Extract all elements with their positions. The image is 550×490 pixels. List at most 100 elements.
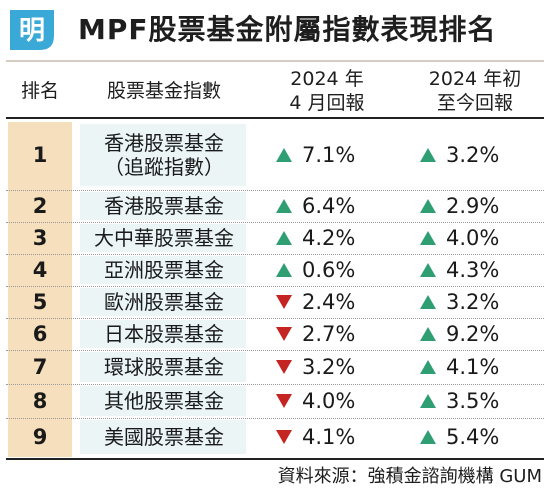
column-header-rank: 排名 bbox=[8, 66, 72, 116]
ytd-return-cell: 4.0% bbox=[408, 222, 550, 254]
table-row: 3 大中華股票基金 4.2% 4.0% bbox=[0, 222, 550, 254]
ytd-return-cell: 9.2% bbox=[408, 318, 550, 350]
logo-text: 明 bbox=[19, 16, 45, 46]
name-cell-background bbox=[80, 386, 246, 416]
down-triangle-icon bbox=[276, 327, 292, 341]
ytd-return-value: 5.4% bbox=[446, 425, 500, 449]
column-header-april-line2: 4 月回報 bbox=[289, 92, 365, 114]
column-header-rank-label: 排名 bbox=[20, 80, 59, 102]
rank-cell: 6 bbox=[32, 322, 48, 346]
row-divider bbox=[6, 286, 544, 287]
ytd-return-value: 9.2% bbox=[446, 322, 500, 346]
table-row: 2 香港股票基金 6.4% 2.9% bbox=[0, 190, 550, 222]
rank-column-background bbox=[8, 122, 72, 457]
table-row: 9 美國股票基金 4.1% 5.4% bbox=[0, 418, 550, 456]
april-return-cell: 0.6% bbox=[262, 254, 396, 286]
fund-name: 香港股票基金 bbox=[104, 194, 224, 218]
column-header-ytd: 2024 年初 至今回報 bbox=[405, 66, 545, 116]
down-triangle-icon bbox=[276, 360, 292, 374]
table-row: 6 日本股票基金 2.7% 9.2% bbox=[0, 318, 550, 350]
ytd-return-value: 3.2% bbox=[446, 290, 500, 314]
ytd-return-cell: 4.3% bbox=[408, 254, 550, 286]
page-title: MPF股票基金附屬指數表現排名 bbox=[78, 13, 497, 46]
ytd-return-cell: 3.2% bbox=[408, 122, 550, 188]
table-row: 8 其他股票基金 4.0% 3.5% bbox=[0, 384, 550, 418]
april-return-cell: 4.0% bbox=[262, 384, 396, 418]
name-cell-background bbox=[80, 256, 246, 284]
april-return-cell: 7.1% bbox=[262, 122, 396, 188]
ytd-return-value: 3.2% bbox=[446, 143, 500, 167]
up-triangle-icon bbox=[420, 327, 436, 341]
name-cell-background bbox=[80, 420, 246, 454]
table-bottom-divider bbox=[6, 458, 544, 460]
april-return-value: 7.1% bbox=[302, 143, 356, 167]
fund-name-cell: 大中華股票基金 bbox=[80, 222, 248, 254]
ytd-return-cell: 3.2% bbox=[408, 286, 550, 318]
fund-name: 其他股票基金 bbox=[104, 389, 224, 413]
april-return-cell: 3.2% bbox=[262, 350, 396, 384]
up-triangle-icon bbox=[420, 148, 436, 162]
ytd-return-cell: 5.4% bbox=[408, 418, 550, 456]
fund-name-cell: 歐洲股票基金 bbox=[80, 286, 248, 318]
rank-cell: 1 bbox=[32, 143, 48, 167]
ytd-return-value: 2.9% bbox=[446, 194, 500, 218]
row-divider bbox=[6, 222, 544, 223]
rank-cell: 2 bbox=[32, 194, 48, 218]
april-return-cell: 6.4% bbox=[262, 190, 396, 222]
newspaper-logo-icon: 明 bbox=[10, 10, 54, 50]
rank-cell: 5 bbox=[32, 290, 48, 314]
ytd-return-cell: 4.1% bbox=[408, 350, 550, 384]
header-divider bbox=[6, 117, 544, 119]
row-divider bbox=[6, 418, 544, 419]
name-cell-background bbox=[80, 124, 246, 186]
april-return-cell: 2.7% bbox=[262, 318, 396, 350]
fund-name: 香港股票基金 bbox=[104, 131, 224, 155]
title-divider bbox=[6, 60, 544, 62]
ytd-return-value: 4.0% bbox=[446, 226, 500, 250]
column-header-ytd-line2: 至今回報 bbox=[436, 92, 513, 114]
name-cell-background bbox=[80, 224, 246, 252]
column-header-ytd-line1: 2024 年初 bbox=[428, 68, 522, 90]
fund-name: 亞洲股票基金 bbox=[104, 258, 224, 282]
ytd-return-cell: 2.9% bbox=[408, 190, 550, 222]
up-triangle-icon bbox=[420, 263, 436, 277]
ytd-return-value: 4.3% bbox=[446, 258, 500, 282]
up-triangle-icon bbox=[420, 430, 436, 444]
april-return-value: 2.4% bbox=[302, 290, 356, 314]
rank-cell: 4 bbox=[32, 258, 48, 282]
fund-name-cell: 亞洲股票基金 bbox=[80, 254, 248, 286]
up-triangle-icon bbox=[420, 295, 436, 309]
up-triangle-icon bbox=[276, 148, 292, 162]
fund-name-cell: 日本股票基金 bbox=[80, 318, 248, 350]
fund-name: 日本股票基金 bbox=[104, 322, 224, 346]
column-header-april-line1: 2024 年 bbox=[290, 68, 364, 90]
fund-name-cell: 其他股票基金 bbox=[80, 384, 248, 418]
name-cell-background bbox=[80, 320, 246, 348]
row-divider bbox=[6, 350, 544, 351]
april-return-value: 2.7% bbox=[302, 322, 356, 346]
fund-name: 美國股票基金 bbox=[104, 425, 224, 449]
row-divider bbox=[6, 318, 544, 319]
april-return-cell: 2.4% bbox=[262, 286, 396, 318]
up-triangle-icon bbox=[420, 231, 436, 245]
table-row: 5 歐洲股票基金 2.4% 3.2% bbox=[0, 286, 550, 318]
fund-name: 歐洲股票基金 bbox=[104, 290, 224, 314]
april-return-value: 4.0% bbox=[302, 389, 356, 413]
ytd-return-value: 4.1% bbox=[446, 355, 500, 379]
fund-name-cell: 環球股票基金 bbox=[80, 350, 248, 384]
up-triangle-icon bbox=[276, 199, 292, 213]
april-return-value: 0.6% bbox=[302, 258, 356, 282]
rank-cell: 8 bbox=[32, 389, 48, 413]
fund-name-cell: 香港股票基金 （追蹤指數） bbox=[80, 122, 248, 188]
up-triangle-icon bbox=[420, 199, 436, 213]
name-cell-background bbox=[80, 192, 246, 220]
april-return-value: 4.1% bbox=[302, 425, 356, 449]
fund-name-cell: 美國股票基金 bbox=[80, 418, 248, 456]
row-divider bbox=[6, 190, 544, 191]
down-triangle-icon bbox=[276, 394, 292, 408]
table-row: 7 環球股票基金 3.2% 4.1% bbox=[0, 350, 550, 384]
name-cell-background bbox=[80, 352, 246, 382]
row-divider bbox=[6, 384, 544, 385]
ytd-return-value: 3.5% bbox=[446, 389, 500, 413]
fund-name: 大中華股票基金 bbox=[94, 226, 234, 250]
